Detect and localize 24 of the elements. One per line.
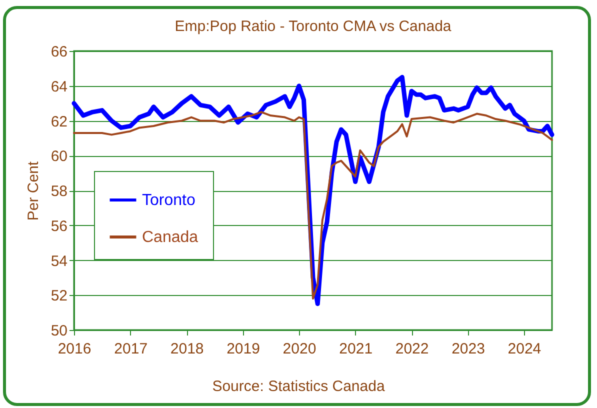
y-tick-label: 58: [50, 183, 68, 200]
legend-label: Toronto: [142, 192, 196, 209]
x-tick-label: 2019: [226, 340, 260, 358]
x-tick-label: 2023: [452, 340, 485, 358]
y-tick-label: 66: [50, 44, 68, 60]
y-tick-label: 60: [50, 148, 68, 166]
y-tick-label: 52: [50, 288, 68, 305]
x-tick-label: 2020: [282, 340, 316, 358]
line-series: [73, 111, 553, 300]
legend-label: Canada: [142, 229, 198, 246]
chart-title: Emp:Pop Ratio - Toronto CMA vs Canada: [174, 18, 452, 35]
x-tick-label: 2021: [339, 340, 373, 358]
y-tick-label: 54: [50, 252, 68, 270]
y-tick-label: 56: [50, 218, 68, 235]
y-tick-label: 64: [50, 78, 68, 96]
y-tick-label: 50: [50, 322, 68, 340]
y-tick-label: 62: [50, 113, 68, 130]
x-tick-label: 2016: [58, 340, 92, 358]
x-tick-label: 2018: [170, 340, 204, 358]
y-axis-title: Per Cent: [24, 160, 42, 221]
source-note: Source: Statistics Canada: [211, 378, 386, 395]
x-tick-label: 2024: [508, 340, 542, 358]
x-tick-label: 2022: [395, 340, 429, 358]
x-tick-label: 2017: [114, 340, 148, 358]
